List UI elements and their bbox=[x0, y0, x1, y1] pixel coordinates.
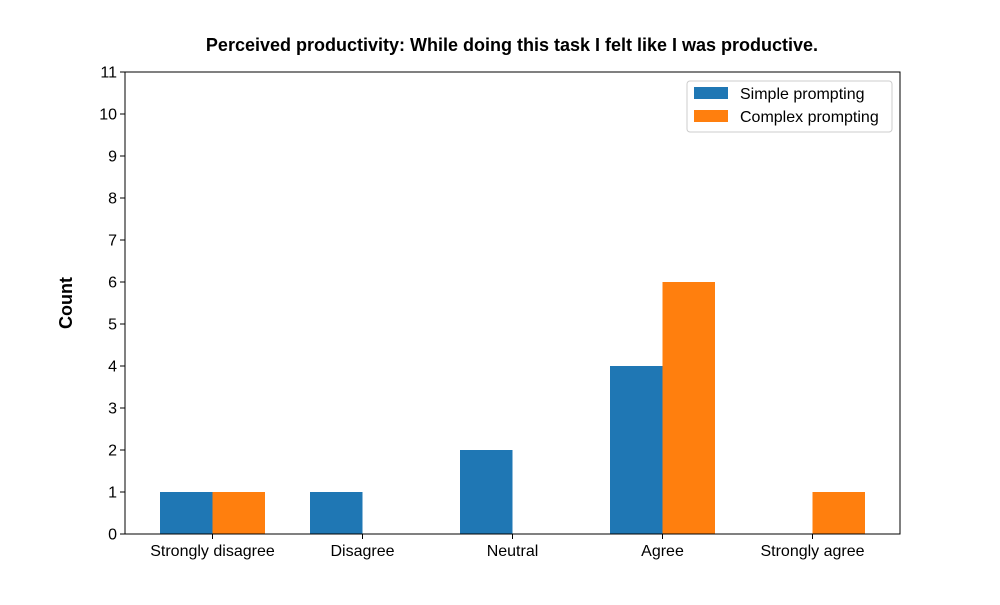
x-tick-label: Strongly disagree bbox=[150, 543, 275, 560]
x-tick-label: Neutral bbox=[487, 543, 539, 560]
plot-frame bbox=[124, 71, 901, 535]
y-axis-ticks: 0 1 2 3 4 5 6 7 8 9 10 11 bbox=[99, 65, 125, 544]
bar-simple-prompting-disagree bbox=[310, 492, 363, 534]
y-tick-label: 2 bbox=[108, 443, 117, 460]
x-axis-ticks: Strongly disagree Disagree Neutral Agree Str… bbox=[150, 534, 865, 560]
bar-simple-prompting-strongly-disagree bbox=[160, 492, 213, 534]
legend-swatch-simple-prompting bbox=[694, 87, 728, 99]
x-tick-label: Disagree bbox=[330, 543, 394, 560]
y-tick-label: 7 bbox=[108, 233, 117, 250]
y-tick-label: 9 bbox=[108, 149, 117, 166]
x-tick-label: Agree bbox=[641, 543, 684, 560]
y-tick-label: 3 bbox=[108, 401, 117, 418]
y-tick-label: 1 bbox=[108, 485, 117, 502]
legend-box bbox=[686, 80, 893, 133]
y-tick-label: 8 bbox=[108, 191, 117, 208]
y-tick-label: 11 bbox=[100, 65, 117, 82]
legend-label-complex-prompting: Complex prompting bbox=[740, 109, 879, 126]
y-tick-label: 5 bbox=[108, 317, 117, 334]
bar-simple-prompting-agree bbox=[610, 366, 663, 534]
bars-group bbox=[160, 282, 865, 534]
bar-simple-prompting-neutral bbox=[460, 450, 513, 534]
chart-title: Perceived productivity: While doing this… bbox=[206, 35, 818, 55]
legend: Simple prompting Complex prompting bbox=[686, 80, 893, 133]
y-axis-label: Count bbox=[56, 277, 76, 329]
y-tick-label: 6 bbox=[108, 275, 117, 292]
y-tick-label: 4 bbox=[108, 359, 117, 376]
bar-complex-prompting-strongly-agree bbox=[812, 492, 865, 534]
legend-swatch-complex-prompting bbox=[694, 110, 728, 122]
y-tick-label: 10 bbox=[99, 107, 117, 124]
bar-complex-prompting-agree bbox=[662, 282, 715, 534]
y-tick-label: 0 bbox=[108, 527, 117, 544]
bar-complex-prompting-strongly-disagree bbox=[212, 492, 265, 534]
x-tick-label: Strongly agree bbox=[760, 543, 864, 560]
legend-label-simple-prompting: Simple prompting bbox=[740, 86, 865, 103]
